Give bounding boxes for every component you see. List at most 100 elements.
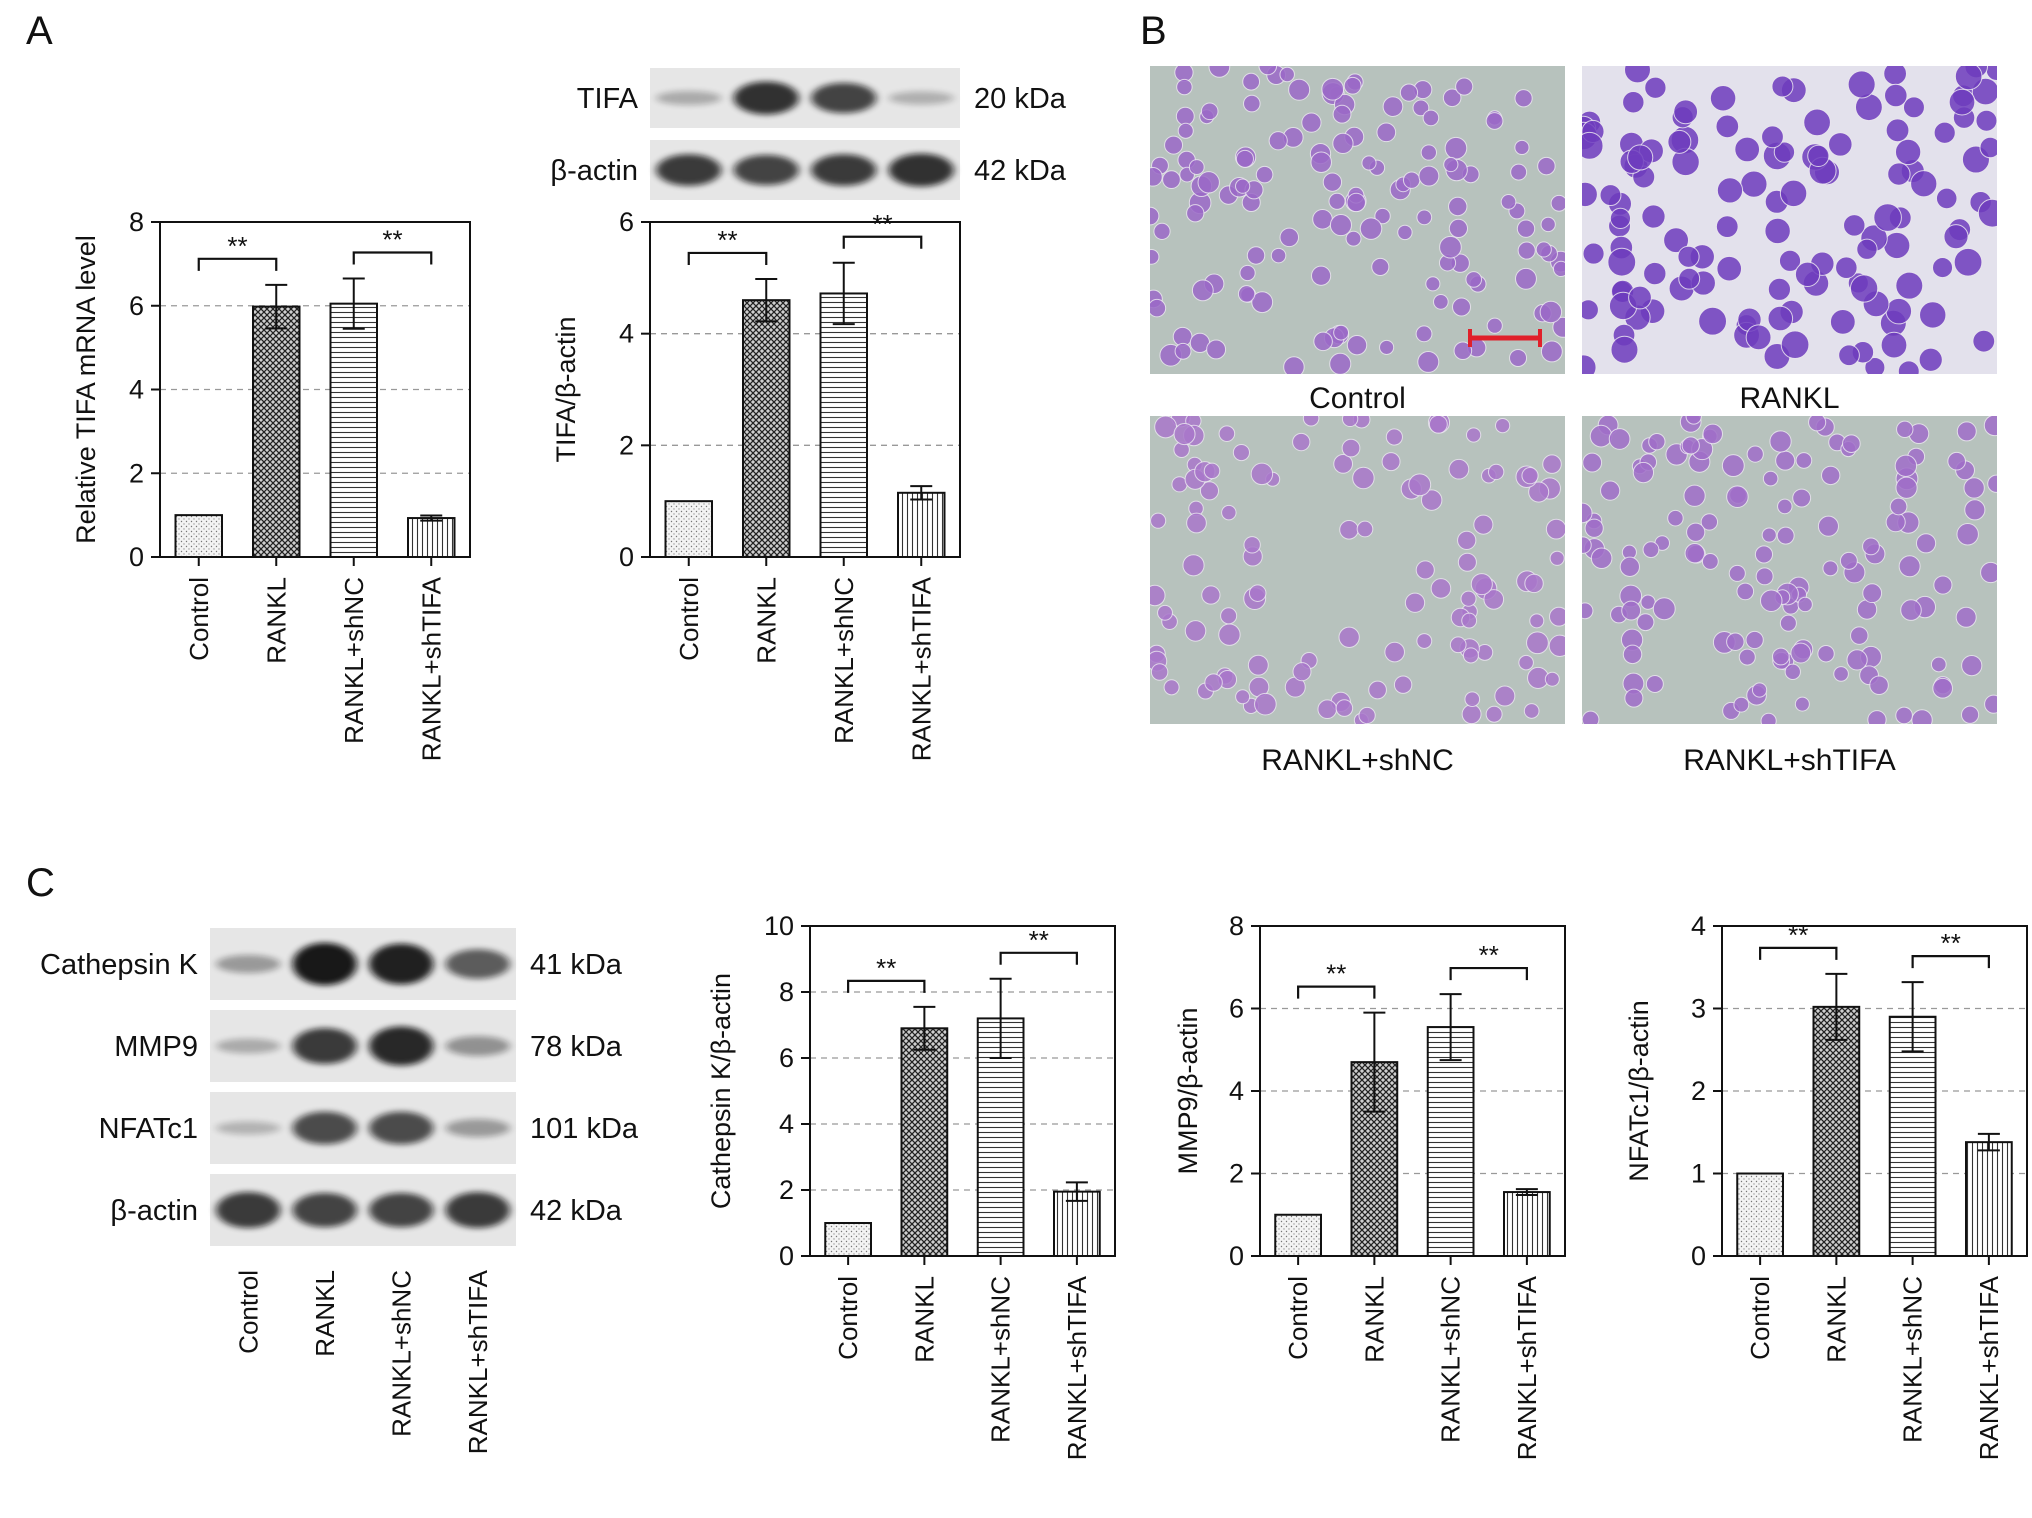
- significance-bracket: **: [197, 231, 278, 271]
- blot-band: [656, 154, 722, 186]
- significance-bracket: **: [1297, 959, 1376, 999]
- significance-label: **: [227, 231, 247, 261]
- y-axis-label: MMP9/β-actin: [1173, 1007, 1203, 1174]
- y-axis-label: Cathepsin K/β-actin: [706, 973, 736, 1209]
- error-bar: [910, 485, 933, 501]
- bar-rankl-shnc: [1888, 1015, 1937, 1257]
- significance-label: **: [1788, 920, 1808, 950]
- plot-frame: [1259, 925, 1566, 1257]
- significance-label: **: [1941, 928, 1961, 958]
- blot-lane-label: RANKL: [310, 1270, 340, 1357]
- x-category-label: RANKL: [261, 577, 291, 664]
- blot-protein-label: NFATc1: [99, 1113, 198, 1145]
- significance-label: **: [1326, 959, 1346, 989]
- chart-cathepsin-k-beta-actin: 0 2 4 6 8 10 ** ** Control RANKL RANKL+shNC RANKL+s…: [706, 911, 1116, 1460]
- significance-bracket: **: [1759, 920, 1838, 960]
- bar-rankl: [252, 305, 301, 558]
- y-tick-label: 8: [129, 207, 144, 237]
- blot-band: [292, 942, 357, 986]
- western-blot-a: TIFA 20 kDa β-actin 42 kDa: [550, 68, 1067, 200]
- chart-tifa-beta-actin: 0 2 4 6 ** ** Control RANKL RANKL+shNC RANKL+shTI…: [551, 207, 961, 761]
- blot-size-label: 42 kDa: [974, 155, 1067, 187]
- error-bar: [1825, 972, 1848, 1041]
- blot-band: [369, 1026, 434, 1066]
- error-bar: [1901, 981, 1924, 1053]
- scale-bar: [1468, 329, 1542, 347]
- y-tick-label: 4: [619, 319, 634, 349]
- x-category-label: RANKL: [751, 577, 781, 664]
- blot-band: [369, 943, 434, 985]
- y-tick-label: 6: [619, 207, 634, 237]
- error-bar: [989, 977, 1012, 1059]
- blot-lane-label: Control: [233, 1270, 263, 1354]
- y-tick-label: 2: [1229, 1159, 1244, 1189]
- x-category-label: Control: [833, 1276, 863, 1360]
- blot-band: [292, 1028, 357, 1064]
- blot-band: [292, 1192, 357, 1228]
- blot-protein-label: β-actin: [550, 155, 638, 187]
- x-category-label: Control: [674, 577, 704, 661]
- blot-band: [369, 1111, 434, 1145]
- micrograph-grid: Control RANKL RANKL+shNC RANKL+shTIFA: [1150, 66, 1997, 777]
- significance-label: **: [382, 225, 402, 255]
- significance-bracket: **: [847, 953, 926, 993]
- error-bar: [1439, 993, 1462, 1062]
- bar-rankl-shnc: [1426, 1026, 1475, 1257]
- x-category-label: RANKL: [1821, 1276, 1851, 1363]
- error-bar: [1065, 1181, 1088, 1202]
- x-category-label: RANKL+shNC: [339, 577, 369, 744]
- plot-frame: [809, 925, 1116, 1257]
- error-bar: [342, 277, 365, 330]
- y-axis-label: Relative TIFA mRNA level: [71, 235, 101, 544]
- y-tick-label: 8: [1229, 911, 1244, 941]
- blot-band: [216, 954, 281, 974]
- blot-band: [292, 1111, 357, 1145]
- y-tick-label: 4: [129, 375, 144, 405]
- x-category-label: Control: [1283, 1276, 1313, 1360]
- x-category-label: RANKL+shTIFA: [1512, 1275, 1542, 1460]
- significance-bracket: **: [352, 225, 433, 265]
- chart-mmp9-beta-actin: 0 2 4 6 8 ** ** Control RANKL RANKL+shNC RANKL+shT…: [1173, 911, 1566, 1460]
- blot-band: [733, 81, 799, 115]
- blot-band: [811, 154, 877, 186]
- micrograph-rankl: [1582, 66, 1997, 374]
- bar-control: [664, 500, 713, 558]
- micrograph-label: RANKL+shTIFA: [1683, 744, 1896, 777]
- bar-rankl-shtifa: [1965, 1141, 2013, 1258]
- plot-frame: [1721, 925, 2028, 1257]
- y-tick-label: 6: [1229, 994, 1244, 1024]
- y-tick-label: 3: [1691, 994, 1706, 1024]
- panel-label-a: A: [26, 9, 53, 53]
- bar-control: [1274, 1213, 1322, 1257]
- blot-protein-label: MMP9: [114, 1031, 198, 1063]
- micrograph-label: RANKL+shNC: [1261, 744, 1454, 777]
- bar-rankl-shnc: [819, 292, 868, 558]
- error-bar: [1515, 1188, 1538, 1196]
- x-category-label: RANKL: [1359, 1276, 1389, 1363]
- significance-label: **: [1029, 925, 1049, 955]
- cell-cluster: [1582, 416, 1997, 724]
- micrograph-rankl-shtifa: [1582, 416, 1997, 724]
- bar-rankl: [742, 299, 791, 558]
- y-tick-label: 0: [129, 542, 144, 572]
- y-tick-label: 4: [779, 1109, 794, 1139]
- micrograph-control: [1150, 66, 1565, 374]
- blot-band: [656, 90, 722, 106]
- blot-protein-label: β-actin: [110, 1195, 198, 1227]
- significance-bracket: **: [999, 925, 1078, 965]
- bar-control: [1736, 1172, 1784, 1257]
- blot-band: [216, 1121, 281, 1135]
- blot-band: [369, 1192, 434, 1228]
- y-tick-label: 0: [1229, 1241, 1244, 1271]
- blot-band: [216, 1038, 281, 1054]
- blot-band: [445, 1036, 510, 1056]
- blot-band: [888, 91, 954, 105]
- blot-band: [216, 1192, 281, 1228]
- blot-size-label: 41 kDa: [530, 949, 623, 981]
- y-axis-label: NFATc1/β-actin: [1624, 1000, 1654, 1182]
- error-bar: [265, 283, 288, 330]
- x-category-label: RANKL+shTIFA: [416, 576, 446, 761]
- blot-size-label: 20 kDa: [974, 83, 1067, 115]
- y-tick-label: 2: [619, 430, 634, 460]
